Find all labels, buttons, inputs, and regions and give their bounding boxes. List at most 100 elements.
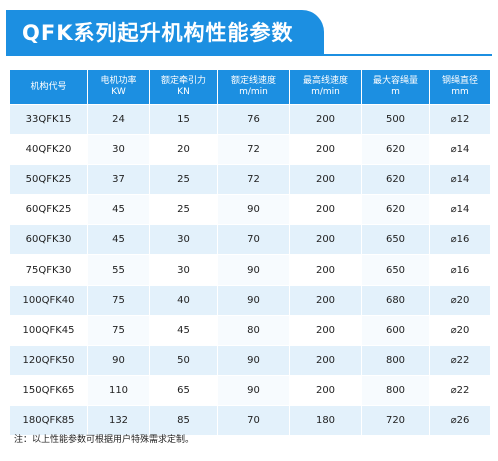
table-cell: 500 <box>362 105 430 136</box>
table-cell: 90 <box>88 345 150 376</box>
table-row: 100QFK45 75 45 80 200 600 ⌀20 <box>10 315 490 346</box>
table-row: 40QFK20 30 20 72 200 620 ⌀14 <box>10 135 490 166</box>
table-body: 33QFK15 24 15 76 200 500 ⌀12 40QFK20 30 20 72 200 62… <box>10 105 490 437</box>
table-cell: 70 <box>218 225 290 256</box>
table-cell: 150QFK65 <box>10 375 88 406</box>
table-cell: 200 <box>290 285 362 316</box>
table-cell: 15 <box>150 105 218 136</box>
table-cell: 110 <box>88 375 150 406</box>
table-cell: 45 <box>150 315 218 346</box>
table-cell: ⌀20 <box>430 315 490 346</box>
table-cell: 80 <box>218 315 290 346</box>
header-motor-power: 电机功率 KW <box>88 70 150 105</box>
table-cell: ⌀20 <box>430 285 490 316</box>
table-cell: 20 <box>150 135 218 166</box>
table-cell: 100QFK45 <box>10 315 88 346</box>
table-cell: 90 <box>218 255 290 286</box>
table-cell: 75 <box>88 315 150 346</box>
table-cell: 25 <box>150 195 218 226</box>
table-cell: ⌀12 <box>430 105 490 136</box>
table-cell: 24 <box>88 105 150 136</box>
header-model: 机构代号 <box>10 70 88 105</box>
table-cell: 120QFK50 <box>10 345 88 376</box>
table-cell: 60QFK25 <box>10 195 88 226</box>
spec-table: 机构代号 电机功率 KW 额定牵引力 KN 额定线速度 m/min 最高线速度 m/mi… <box>10 70 490 437</box>
table-row: 100QFK40 75 40 90 200 680 ⌀20 <box>10 285 490 316</box>
table-cell: 60QFK30 <box>10 225 88 256</box>
table-row: 150QFK65 110 65 90 200 800 ⌀22 <box>10 375 490 406</box>
table-cell: 45 <box>88 195 150 226</box>
table-row: 60QFK30 45 30 70 200 650 ⌀16 <box>10 225 490 256</box>
table-cell: 620 <box>362 165 430 196</box>
table-cell: 600 <box>362 315 430 346</box>
table-row: 120QFK50 90 50 90 200 800 ⌀22 <box>10 345 490 376</box>
table-cell: 180 <box>290 405 362 437</box>
table-row: 75QFK30 55 30 90 200 650 ⌀16 <box>10 255 490 286</box>
table-row: 180QFK85 132 85 70 180 720 ⌀26 <box>10 405 490 437</box>
table-cell: 200 <box>290 135 362 166</box>
table-cell: 70 <box>218 405 290 437</box>
table-cell: 200 <box>290 315 362 346</box>
table-cell: 25 <box>150 165 218 196</box>
table-cell: 65 <box>150 375 218 406</box>
table-cell: 90 <box>218 285 290 316</box>
table-cell: 40QFK20 <box>10 135 88 166</box>
table-cell: 30 <box>150 255 218 286</box>
table-row: 33QFK15 24 15 76 200 500 ⌀12 <box>10 105 490 136</box>
table-cell: 200 <box>290 165 362 196</box>
table-cell: 40 <box>150 285 218 316</box>
table-cell: 37 <box>88 165 150 196</box>
table-cell: ⌀14 <box>430 135 490 166</box>
table-cell: 620 <box>362 195 430 226</box>
table-cell: 75 <box>88 285 150 316</box>
table-cell: 200 <box>290 255 362 286</box>
table-cell: ⌀14 <box>430 195 490 226</box>
table-cell: 650 <box>362 225 430 256</box>
table-cell: 680 <box>362 285 430 316</box>
page-title: QFK系列起升机构性能参数 <box>22 21 294 45</box>
table-cell: ⌀22 <box>430 345 490 376</box>
header-rope-capacity: 最大容绳量 m <box>362 70 430 105</box>
table-cell: 620 <box>362 135 430 166</box>
header-rated-pull: 额定牵引力 KN <box>150 70 218 105</box>
table-cell: 180QFK85 <box>10 405 88 437</box>
table-cell: 200 <box>290 375 362 406</box>
table-row: 50QFK25 37 25 72 200 620 ⌀14 <box>10 165 490 196</box>
table-cell: 30 <box>150 225 218 256</box>
table-cell: 72 <box>218 135 290 166</box>
table-row: 60QFK25 45 25 90 200 620 ⌀14 <box>10 195 490 226</box>
table-cell: 50QFK25 <box>10 165 88 196</box>
table-cell: 650 <box>362 255 430 286</box>
table-cell: 200 <box>290 225 362 256</box>
title-divider <box>6 54 492 56</box>
header-rated-speed: 额定线速度 m/min <box>218 70 290 105</box>
table-cell: 30 <box>88 135 150 166</box>
table-cell: 720 <box>362 405 430 437</box>
table-cell: ⌀26 <box>430 405 490 437</box>
table-cell: 72 <box>218 165 290 196</box>
table-cell: 800 <box>362 345 430 376</box>
table-cell: 132 <box>88 405 150 437</box>
table-cell: 55 <box>88 255 150 286</box>
table-cell: 200 <box>290 105 362 136</box>
table-cell: 75QFK30 <box>10 255 88 286</box>
table-cell: 85 <box>150 405 218 437</box>
header-max-speed: 最高线速度 m/min <box>290 70 362 105</box>
table-cell: ⌀16 <box>430 255 490 286</box>
table-cell: 200 <box>290 195 362 226</box>
table-cell: 90 <box>218 375 290 406</box>
table-cell: 45 <box>88 225 150 256</box>
title-banner: QFK系列起升机构性能参数 <box>6 10 324 54</box>
table-cell: ⌀14 <box>430 165 490 196</box>
table-header-row: 机构代号 电机功率 KW 额定牵引力 KN 额定线速度 m/min 最高线速度 m/mi… <box>10 70 490 105</box>
table-cell: 200 <box>290 345 362 376</box>
table-cell: 33QFK15 <box>10 105 88 136</box>
table-cell: 50 <box>150 345 218 376</box>
table-cell: ⌀22 <box>430 375 490 406</box>
table-cell: 90 <box>218 345 290 376</box>
table-cell: 100QFK40 <box>10 285 88 316</box>
table-cell: 90 <box>218 195 290 226</box>
table-cell: 76 <box>218 105 290 136</box>
footnote: 注：以上性能参数可根据用户特殊需求定制。 <box>14 435 195 445</box>
